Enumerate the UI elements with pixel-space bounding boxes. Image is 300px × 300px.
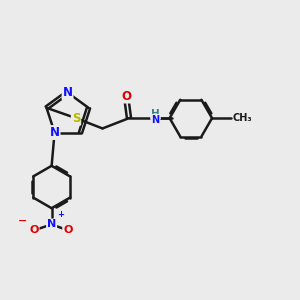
Text: N: N [50,126,60,139]
Text: O: O [63,225,73,235]
Text: O: O [29,225,39,235]
Text: O: O [121,90,131,103]
Text: −: − [18,216,28,226]
Text: S: S [72,112,80,124]
Text: N: N [63,86,73,99]
Text: CH₃: CH₃ [232,113,252,123]
Text: H: H [151,109,160,119]
Text: +: + [57,210,64,219]
Text: N: N [47,219,56,230]
Text: N: N [152,115,160,124]
